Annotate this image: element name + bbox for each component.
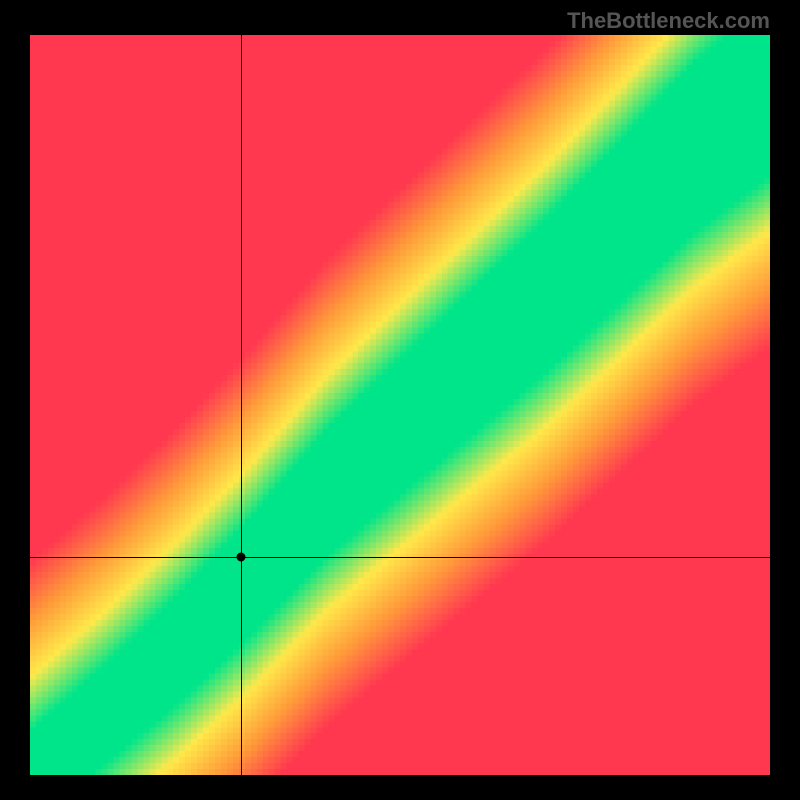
crosshair-horizontal [30,557,770,558]
crosshair-marker [236,552,245,561]
heatmap-canvas [30,35,770,775]
plot-area [30,35,770,775]
watermark-text: TheBottleneck.com [567,8,770,34]
chart-container: TheBottleneck.com [0,0,800,800]
crosshair-vertical [241,35,242,775]
